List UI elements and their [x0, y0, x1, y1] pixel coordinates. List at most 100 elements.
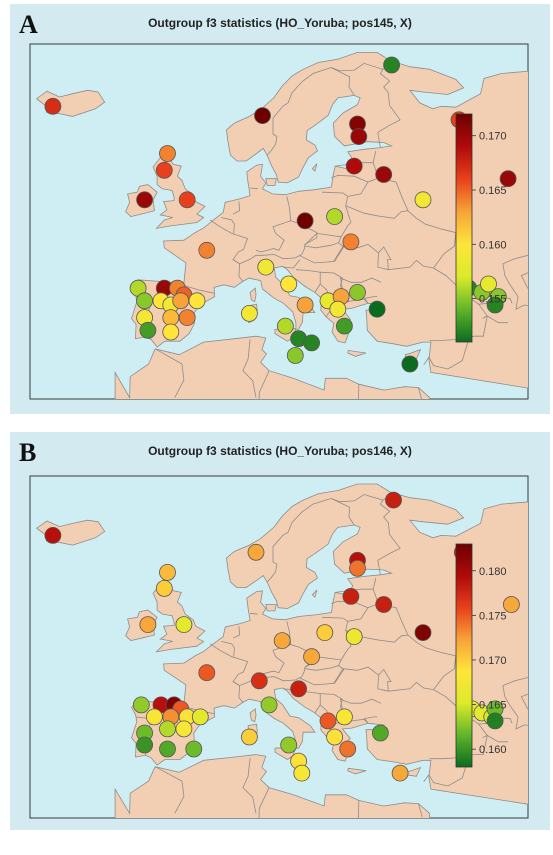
country-border — [250, 612, 258, 615]
sample-point — [335, 317, 353, 335]
country-border — [232, 626, 241, 639]
sample-point — [286, 347, 304, 364]
country-border — [358, 384, 360, 399]
land-zealand — [265, 178, 277, 186]
sample-point — [329, 300, 347, 318]
panel-a: 0.170 0.165 0.160 0.155 A Outgroup f3 stati… — [10, 4, 550, 414]
sample-point — [257, 258, 275, 276]
country-border — [333, 243, 389, 271]
country-border — [339, 277, 382, 297]
map-b: 0.180 0.175 0.170 0.165 0.160 — [29, 475, 529, 819]
country-border — [423, 338, 470, 370]
panel-b: 0.180 0.175 0.170 0.165 0.160 B Outgroup f3 … — [10, 432, 550, 830]
sample-point — [250, 672, 268, 690]
sample-point — [175, 720, 193, 738]
country-border — [418, 803, 423, 818]
sample-point — [319, 712, 337, 730]
country-border — [154, 766, 185, 814]
sample-point — [175, 616, 193, 634]
country-border — [181, 284, 215, 294]
sample-point — [414, 624, 432, 642]
country-border — [364, 296, 378, 304]
sample-point — [414, 191, 432, 209]
sample-point — [155, 161, 173, 179]
land-mainland — [131, 483, 528, 805]
legend-tick-label: 0.160 — [479, 239, 507, 251]
country-border — [209, 219, 249, 282]
country-border — [154, 348, 185, 398]
country-border — [339, 698, 382, 717]
sample-point — [172, 292, 190, 310]
sample-point — [240, 304, 258, 322]
land-corsica — [249, 708, 257, 723]
sample-point — [159, 145, 176, 162]
sample-point — [136, 191, 154, 209]
sample-point — [345, 628, 363, 646]
country-border — [358, 800, 360, 818]
country-border — [242, 757, 257, 814]
country-border — [266, 62, 384, 156]
country-border — [364, 716, 378, 724]
sample-point — [254, 107, 271, 124]
land-africa — [114, 754, 431, 818]
sample-point — [247, 543, 265, 561]
country-border — [378, 246, 392, 270]
land-gotland — [311, 589, 318, 599]
sample-point — [303, 334, 321, 352]
sample-point — [375, 166, 393, 183]
sample-point — [139, 321, 157, 339]
country-border — [388, 675, 445, 692]
legend-tick-label: 0.165 — [479, 700, 507, 712]
country-border — [232, 254, 302, 265]
country-border — [388, 253, 445, 271]
legend-tick-label: 0.170 — [479, 655, 507, 667]
sample-point — [260, 696, 278, 714]
country-border — [335, 588, 374, 593]
country-border — [266, 494, 384, 583]
country-border — [333, 666, 389, 692]
legend-tick-label: 0.160 — [479, 744, 507, 756]
land-africa — [114, 335, 431, 399]
sample-point — [159, 740, 176, 758]
country-border — [345, 205, 457, 255]
legend-tick-label: 0.175 — [479, 610, 507, 622]
land-crete — [347, 767, 367, 775]
sample-point — [349, 559, 366, 577]
sample-point — [303, 648, 321, 666]
panel-label: B — [19, 438, 37, 467]
sample-point — [44, 97, 62, 115]
sample-point — [371, 724, 389, 742]
country-border — [221, 217, 235, 234]
legend-tick-label: 0.170 — [479, 131, 507, 143]
sample-point — [345, 157, 363, 175]
sample-point — [273, 632, 291, 650]
sample-point — [198, 241, 216, 259]
land-corsica — [249, 287, 257, 303]
sample-point — [326, 208, 344, 226]
sample-point — [44, 527, 62, 544]
sample-point — [316, 624, 334, 642]
country-border — [322, 191, 352, 238]
sample-point — [342, 233, 360, 251]
sample-point — [188, 292, 206, 310]
country-border — [242, 339, 257, 398]
sample-point — [401, 355, 419, 373]
sample-point — [375, 596, 393, 613]
sample-point — [191, 708, 209, 726]
legend-tick-label: 0.165 — [479, 185, 507, 197]
sample-point — [290, 680, 308, 698]
sample-point — [198, 664, 216, 682]
country-border — [331, 498, 355, 526]
sample-point — [159, 720, 176, 738]
sample-point — [350, 128, 368, 146]
sample-point — [276, 317, 294, 335]
country-border — [377, 493, 401, 575]
country-border — [255, 220, 318, 255]
country-border — [282, 259, 301, 269]
legend-tick-label: 0.155 — [479, 294, 507, 306]
country-border — [418, 387, 422, 399]
sample-point — [499, 170, 517, 188]
country-border — [345, 629, 457, 677]
sample-point — [162, 323, 180, 341]
country-border — [221, 641, 235, 657]
